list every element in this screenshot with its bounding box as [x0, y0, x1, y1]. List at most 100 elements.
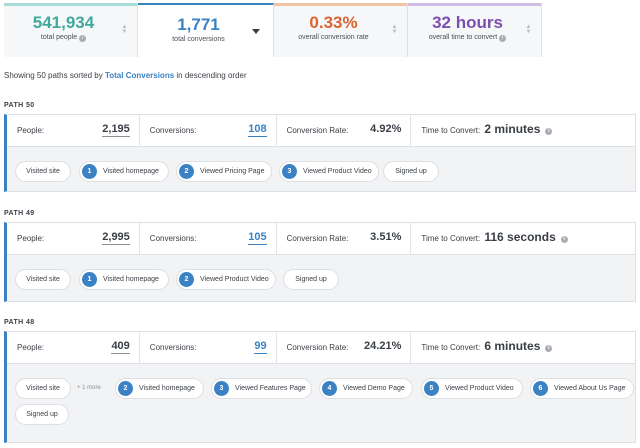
step-label: Viewed About Us Page	[554, 385, 626, 392]
step-end[interactable]: Signed up	[383, 161, 439, 182]
step-number: 6	[533, 381, 548, 396]
stat-conversions: Conversions: 99	[140, 332, 277, 364]
metric-accent-bar	[4, 3, 137, 6]
step-number: 2	[179, 164, 194, 179]
time-value-text: 2 minutes	[484, 122, 541, 136]
stat-label: Conversions:	[149, 234, 197, 243]
metric-label-text: overall conversion rate	[298, 34, 369, 41]
stat-label: People:	[17, 234, 45, 243]
sort-field-link[interactable]: Total Conversions	[104, 71, 175, 80]
metric-label: overall conversion rate	[274, 34, 393, 41]
step[interactable]: 5 Viewed Product Video	[421, 378, 523, 399]
path-card: People: 2,995 Conversions: 105 Conversio…	[4, 222, 636, 302]
conversions-value[interactable]: 99	[254, 340, 267, 354]
step[interactable]: 4 Viewed Demo Page	[319, 378, 413, 399]
stat-time-to-convert: Time to Convert: 6 minutes i	[411, 332, 635, 364]
step[interactable]: 2 Viewed Product Video	[176, 269, 276, 290]
time-value: 116 seconds i	[484, 230, 568, 244]
stat-conversions: Conversions: 105	[140, 223, 277, 255]
path-steps: Visited site 1 Visited homepage 2 Viewed P…	[7, 255, 635, 290]
step-number: 5	[424, 381, 439, 396]
people-value[interactable]: 409	[111, 340, 130, 354]
step[interactable]: 6 Viewed About Us Page	[530, 378, 634, 399]
step-number: 1	[82, 164, 97, 179]
metric-overall-conversion-rate[interactable]: 0.33% overall conversion rate ▲ ▼	[274, 3, 408, 57]
step[interactable]: 3 Viewed Features Page	[211, 378, 312, 399]
stat-conversion-rate: Conversion Rate: 4.92%	[277, 115, 412, 147]
info-icon[interactable]: i	[79, 35, 87, 42]
stat-label: Conversion Rate:	[286, 343, 349, 352]
step-label: Viewed Features Page	[235, 385, 306, 392]
metric-overall-time-to-convert[interactable]: 32 hours overall time to convert i ▲ ▼	[408, 3, 542, 57]
step[interactable]: 1 Visited homepage	[79, 269, 169, 290]
time-value-text: 116 seconds	[484, 230, 556, 244]
stat-label: People:	[17, 343, 45, 352]
step-label: Viewed Product Video	[445, 385, 514, 392]
metric-label: total people i	[4, 34, 123, 42]
info-icon[interactable]: i	[545, 345, 553, 352]
metric-value: 541,934	[32, 13, 95, 32]
stat-label: Time to Convert:	[421, 343, 481, 352]
summary-prefix: Showing 50 paths sorted by	[4, 71, 105, 80]
stat-label: Conversion Rate:	[286, 126, 349, 135]
more-steps-link[interactable]: + 1 more	[77, 385, 101, 391]
stat-conversion-rate: Conversion Rate: 3.51%	[277, 223, 412, 255]
metric-total-people[interactable]: 541,934 total people i ▲ ▼	[4, 3, 138, 57]
stat-label: Conversions:	[149, 343, 197, 352]
step-end[interactable]: Signed up	[283, 269, 339, 290]
step-number: 1	[82, 272, 97, 287]
conversions-value[interactable]: 105	[248, 231, 267, 245]
sort-icon[interactable]: ▲ ▼	[525, 24, 532, 35]
step[interactable]: 2 Viewed Pricing Page	[176, 161, 272, 182]
info-icon[interactable]: i	[560, 236, 568, 243]
stat-label: Conversions:	[149, 126, 197, 135]
stat-time-to-convert: Time to Convert: 2 minutes i	[411, 115, 635, 147]
step-label: Visited homepage	[139, 385, 195, 392]
chevron-down-icon[interactable]	[252, 29, 260, 34]
metric-accent-bar	[274, 3, 407, 6]
step-number: 2	[179, 272, 194, 287]
step[interactable]: 1 Visited homepage	[79, 161, 169, 182]
step-label: Visited homepage	[103, 168, 159, 175]
metric-label-text: overall time to convert	[428, 34, 498, 41]
metric-value: 0.33%	[309, 13, 358, 32]
conversion-rate-value: 24.21%	[364, 340, 402, 352]
path-stats: People: 409 Conversions: 99 Conversion R…	[7, 332, 635, 364]
path-card: People: 2,195 Conversions: 108 Conversio…	[4, 114, 636, 192]
conversions-value[interactable]: 108	[248, 123, 267, 137]
info-icon[interactable]: i	[499, 35, 507, 42]
stat-label: People:	[17, 126, 45, 135]
step[interactable]: 2 Visited homepage	[115, 378, 204, 399]
step-number: 3	[282, 164, 297, 179]
people-value[interactable]: 2,195	[102, 123, 130, 137]
sort-summary: Showing 50 paths sorted by Total Convers…	[4, 71, 247, 80]
conversion-rate-value: 3.51%	[370, 231, 402, 243]
step-end[interactable]: Signed up	[15, 404, 69, 425]
step-start[interactable]: Visited site	[15, 161, 71, 182]
metrics-bar: 541,934 total people i ▲ ▼ 1,771 total con…	[4, 3, 542, 57]
sort-icon[interactable]: ▲ ▼	[121, 24, 128, 35]
path-title: PATH 50	[4, 102, 35, 109]
stat-conversion-rate: Conversion Rate: 24.21%	[277, 332, 412, 364]
step-label: Viewed Product Video	[303, 168, 372, 175]
step-number: 4	[322, 381, 337, 396]
path-stats: People: 2,995 Conversions: 105 Conversio…	[7, 223, 635, 255]
path-steps: Visited site 1 Visited homepage 2 Viewed P…	[7, 147, 635, 182]
metric-value: 1,771	[177, 15, 220, 34]
info-icon[interactable]: i	[545, 128, 553, 135]
conversion-rate-value: 4.92%	[370, 123, 402, 135]
step-label: Viewed Pricing Page	[200, 168, 265, 175]
stat-people: People: 2,195	[7, 115, 140, 147]
stat-label: Conversion Rate:	[286, 234, 349, 243]
path-title: PATH 49	[4, 210, 35, 217]
time-value: 6 minutes i	[484, 339, 553, 353]
step-number: 3	[214, 381, 229, 396]
stat-conversions: Conversions: 108	[140, 115, 277, 147]
sort-icon[interactable]: ▲ ▼	[391, 24, 398, 35]
people-value[interactable]: 2,995	[102, 231, 130, 245]
step-start[interactable]: Visited site	[15, 378, 71, 399]
path-stats: People: 2,195 Conversions: 108 Conversio…	[7, 115, 635, 147]
metric-total-conversions[interactable]: 1,771 total conversions	[138, 3, 274, 57]
step[interactable]: 3 Viewed Product Video	[279, 161, 379, 182]
step-start[interactable]: Visited site	[15, 269, 71, 290]
